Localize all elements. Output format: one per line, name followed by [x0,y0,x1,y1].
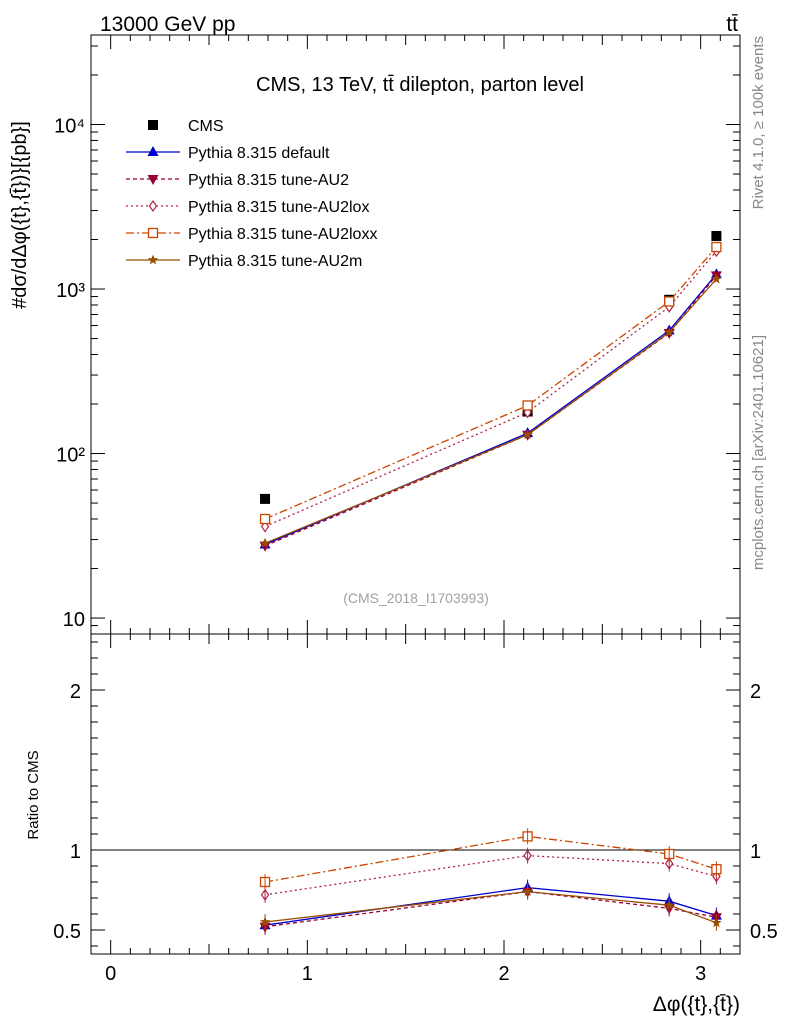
main-point-cms [260,493,271,504]
ratio-y-tick-label: 2 [70,681,81,703]
main-y-tick-label: 10² [56,445,85,467]
main-point-au2m [522,429,533,440]
header-right: tt̄ [726,13,738,36]
legend-marker-au2loxx [147,227,159,239]
legend-marker-au2lox [148,199,158,213]
ratio-line-au2m [265,890,717,924]
x-tick-label: 3 [695,963,706,985]
legend-label-au2m: Pythia 8.315 tune-AU2m [188,253,362,270]
legend-label-cms: CMS [188,118,224,135]
main-point-au2loxx [711,241,722,253]
main-plot-watermark: (CMS_2018_I1703993) [343,590,489,606]
main-point-au2 [259,541,271,552]
header-left: 13000 GeV pp [100,13,235,36]
main-line-default [264,273,717,546]
x-tick-label: 1 [302,963,313,985]
ratio-y-tick-label-right: 0.5 [750,921,778,943]
rivet-label: Rivet 4.1.0, ≥ 100k events [750,36,767,209]
ratio-line-au2 [265,890,717,928]
ratio-axes: 0.5 0.5 1 1 2 2 0 1 2 3 [53,634,778,985]
main-y-tick-label: 10 [63,609,85,631]
legend: CMS Pythia 8.315 default Pythia 8.315 tune… [126,118,377,270]
legend-label-au2loxx: Pythia 8.315 tune-AU2loxx [188,226,377,243]
main-point-au2m [663,326,675,337]
ratio-y-tick-label: 1 [70,841,81,863]
main-y-tick-label: 10³ [56,280,85,302]
ratio-line-au2lox [265,854,717,896]
main-line-au2loxx [264,246,717,520]
legend-marker-au2 [147,175,159,185]
main-point-cms [711,231,722,242]
main-line-au2m [264,278,717,544]
x-axis-label: Δφ({t},{t̄}) [653,993,740,1016]
legend-label-default: Pythia 8.315 default [188,145,330,162]
main-point-au2m [711,273,722,284]
main-plot-title: CMS, 13 TeV, tt̄ dilepton, parton level [256,74,584,96]
main-point-au2loxx [522,400,533,411]
main-y-tick-label: 10⁴ [54,116,85,138]
legend-label-au2lox: Pythia 8.315 tune-AU2lox [188,199,369,216]
ratio-y-axis-label: Ratio to CMS [25,750,42,839]
x-tick-label: 2 [498,963,509,985]
main-point-au2loxx [664,296,675,307]
main-line-au2lox [264,250,717,528]
ratio-y-tick-label: 0.5 [53,921,81,943]
legend-label-au2: Pythia 8.315 tune-AU2 [188,172,349,189]
main-point-au2m [259,537,271,548]
main-series [259,231,722,552]
mcplots-label: mcplots.cern.ch [arXiv:2401.10621] [750,335,767,570]
main-point-au2loxx [259,513,271,525]
ratio-y-tick-label-right: 2 [750,681,761,703]
main-axes: 10 10² 10³ 10⁴ [54,35,741,635]
ratio-line-au2loxx [264,835,717,883]
ratio-series [259,828,722,935]
x-tick-label: 0 [105,963,116,985]
legend-marker-cms [148,120,158,130]
main-y-axis-label: #dσ/dΔφ({t},{t̄})}[{pb}] [9,121,31,309]
legend-marker-au2m [147,254,159,265]
ratio-plot-frame [90,633,741,955]
legend-marker-default [147,146,159,156]
ratio-y-tick-label-right: 1 [750,841,761,863]
